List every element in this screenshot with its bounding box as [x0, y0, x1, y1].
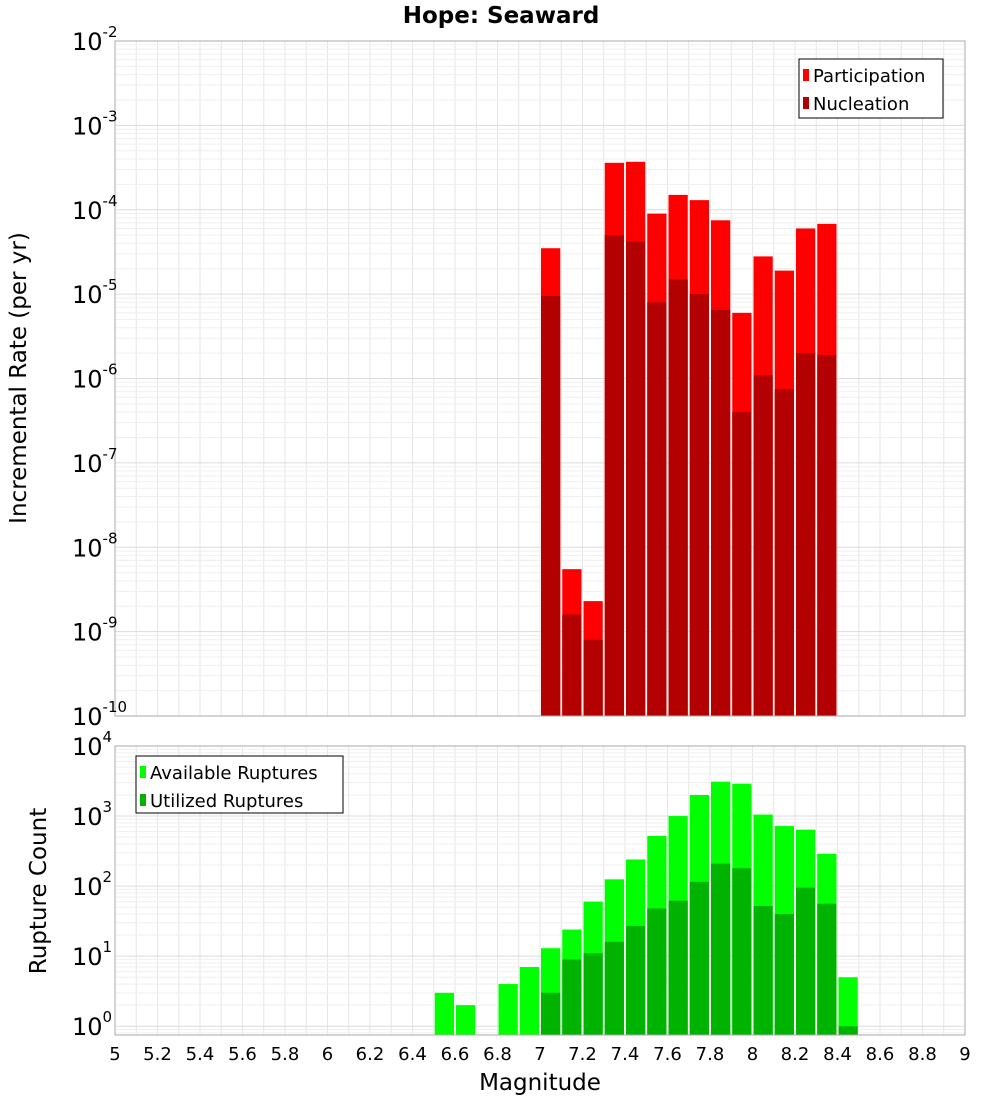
bar — [796, 353, 816, 716]
legend-label: Nucleation — [813, 94, 909, 115]
bottom-legend: Available Ruptures Utilized Ruptures — [135, 755, 344, 814]
bar — [541, 296, 561, 716]
bar — [562, 614, 582, 716]
bar — [562, 959, 582, 1035]
bar — [817, 354, 837, 716]
x-tick-label: 7.8 — [696, 1044, 725, 1065]
x-tick-label: 9 — [959, 1044, 970, 1065]
bar — [541, 992, 561, 1035]
bar — [774, 914, 794, 1035]
legend-swatch — [803, 69, 809, 81]
bar — [732, 868, 752, 1035]
x-tick-label: 8.2 — [781, 1044, 810, 1065]
legend-label: Utilized Ruptures — [150, 791, 303, 812]
bar — [711, 309, 731, 716]
x-tick-label: 8 — [747, 1044, 758, 1065]
y-tick-label: 10-10 — [72, 698, 127, 731]
bar — [732, 412, 752, 716]
x-axis-label: Magnitude — [479, 1070, 601, 1096]
bar — [647, 908, 667, 1035]
bar — [434, 992, 454, 1035]
top-legend: Participation Nucleation — [798, 58, 944, 119]
x-tick-label: 5.8 — [271, 1044, 300, 1065]
x-tick-label: 6.6 — [441, 1044, 470, 1065]
y-tick-label: 102 — [72, 868, 112, 901]
bar — [838, 977, 858, 1035]
bottom-y-axis-label: Rupture Count — [26, 808, 52, 974]
x-tick-label: 6 — [322, 1044, 333, 1065]
x-tick-label: 6.2 — [356, 1044, 385, 1065]
bar — [753, 906, 773, 1035]
legend-swatch — [140, 794, 146, 806]
y-tick-label: 104 — [72, 728, 112, 761]
x-tick-label: 8.4 — [823, 1044, 852, 1065]
y-tick-label: 10-9 — [72, 614, 118, 647]
y-tick-label: 10-5 — [72, 276, 118, 309]
top-y-tick-labels: 10-10 10-9 10-8 10-7 10-6 10-5 10-4 10-3 10-2 — [72, 23, 127, 731]
x-tick-labels: 5 5.2 5.4 5.6 5.8 6 6.2 6.4 6.6 6.8 7 7.2 7.4 7.6 7.8 8… — [109, 1044, 970, 1065]
bar — [519, 967, 539, 1035]
x-tick-label: 6.4 — [398, 1044, 427, 1065]
legend-label: Available Ruptures — [150, 763, 318, 784]
bottom-plot-frame — [114, 745, 966, 1036]
chart-title: Hope: Seaward — [403, 3, 600, 29]
x-tick-label: 8.8 — [908, 1044, 937, 1065]
y-tick-label: 100 — [72, 1008, 112, 1041]
bottom-bars — [434, 781, 858, 1035]
bar — [668, 900, 688, 1035]
y-tick-label: 10-8 — [72, 529, 118, 562]
bar — [838, 1026, 858, 1035]
x-tick-label: 7.4 — [611, 1044, 640, 1065]
bar — [689, 294, 709, 716]
x-tick-label: 5.2 — [143, 1044, 172, 1065]
bar — [456, 1005, 476, 1035]
bar — [583, 639, 603, 716]
bar — [711, 863, 731, 1035]
top-y-axis-label: Incremental Rate (per yr) — [6, 232, 32, 524]
legend-box — [798, 58, 944, 119]
y-tick-label: 10-6 — [72, 361, 118, 394]
bar — [774, 389, 794, 716]
x-tick-label: 5.6 — [228, 1044, 257, 1065]
bar — [626, 925, 646, 1035]
bar — [753, 375, 773, 716]
bar — [689, 881, 709, 1035]
x-tick-label: 7.2 — [568, 1044, 597, 1065]
x-tick-label: 7 — [534, 1044, 545, 1065]
x-tick-label: 7.6 — [653, 1044, 682, 1065]
top-plot-frame — [114, 40, 966, 717]
bar — [583, 953, 603, 1035]
bar — [668, 279, 688, 716]
y-tick-label: 10-3 — [72, 107, 118, 140]
y-tick-label: 10-4 — [72, 192, 118, 225]
bar — [817, 903, 837, 1035]
bottom-y-tick-labels: 100 101 102 103 104 — [72, 728, 112, 1041]
legend-swatch — [803, 97, 809, 109]
top-grid — [114, 40, 966, 717]
y-tick-label: 101 — [72, 938, 112, 971]
y-tick-label: 103 — [72, 798, 112, 831]
bar — [796, 887, 816, 1035]
bar — [626, 241, 646, 717]
legend-box — [135, 755, 344, 814]
bar — [498, 984, 518, 1035]
x-tick-label: 5.4 — [186, 1044, 215, 1065]
y-tick-label: 10-2 — [72, 23, 118, 56]
top-bars — [541, 161, 837, 717]
x-tick-label: 6.8 — [483, 1044, 512, 1065]
x-tick-label: 5 — [109, 1044, 120, 1065]
bar — [604, 941, 624, 1035]
bar — [604, 235, 624, 716]
legend-swatch — [140, 766, 146, 778]
legend-label: Participation — [813, 66, 925, 87]
bar — [647, 302, 667, 716]
y-tick-label: 10-7 — [72, 445, 118, 478]
x-tick-label: 8.6 — [866, 1044, 895, 1065]
